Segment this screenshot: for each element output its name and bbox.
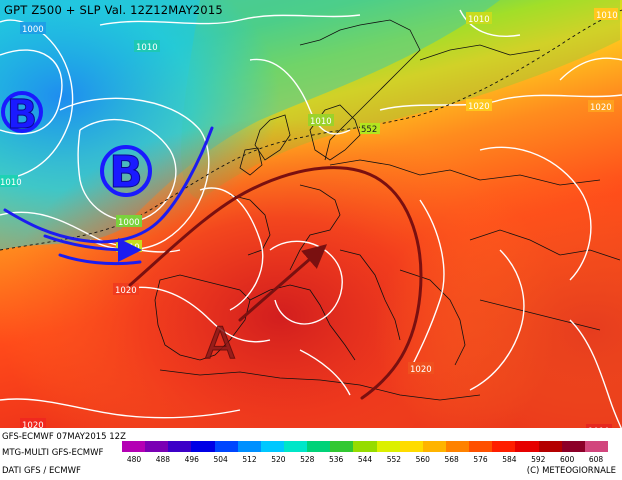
colorbar-swatch — [376, 441, 400, 452]
colorbar-swatch — [492, 441, 516, 452]
colorbar-tick-label: 568 — [444, 455, 459, 464]
low-pressure-left: B — [1, 91, 43, 139]
geopot-label: 552 — [361, 125, 377, 135]
low-symbol-b: B — [7, 92, 38, 138]
colorbar-swatch — [445, 441, 470, 452]
geopotential-552-line — [0, 9, 622, 251]
colorbar-tick-label: 576 — [473, 455, 488, 464]
low-pressure-center: B — [100, 145, 152, 199]
coastlines — [154, 19, 621, 401]
isobar-label: 1010 — [596, 11, 618, 21]
colorbar-swatch — [145, 441, 169, 452]
high-symbol-a: A — [205, 318, 235, 369]
colorbar-swatch — [561, 441, 585, 452]
colorbar-swatch — [307, 441, 331, 452]
colorbar-swatch — [260, 441, 284, 452]
isobar-label: 1020 — [22, 421, 44, 431]
run-info: GFS-ECMWF 07MAY2015 12Z — [2, 432, 126, 442]
colorbar-swatch — [168, 441, 192, 452]
low-symbol-b: B — [109, 147, 143, 198]
isobar-label: 1010 — [118, 243, 140, 253]
blue-flow-arrows — [3, 126, 214, 266]
colorbar-swatch — [469, 441, 493, 452]
colorbar-tick-label: 544 — [357, 455, 373, 464]
colorbar-tick-label: 552 — [386, 455, 402, 464]
colorbar-tick-label: 504 — [213, 455, 228, 464]
colorbar-swatch — [237, 441, 261, 452]
colorbar-tick-label: 488 — [155, 455, 171, 464]
data-source: DATI GFS / ECMWF — [2, 466, 81, 476]
colorbar-swatch — [330, 441, 354, 452]
model-info: MTG-MULTI GFS-ECMWF — [2, 448, 104, 458]
colorbar-tick-label: 584 — [502, 455, 517, 464]
east-warm — [0, 0, 622, 440]
colorbar-tick-label: 480 — [126, 455, 142, 464]
isobar-label: 1010 — [136, 43, 158, 53]
colorbar-swatch — [399, 441, 423, 452]
colorbar-tick-label: 496 — [184, 455, 199, 464]
colorbar-tick-label: 600 — [559, 455, 575, 464]
isobar-label: 1020 — [115, 286, 137, 296]
colorbar-tick-label: 520 — [271, 455, 286, 464]
map-title: GPT Z500 + SLP Val. 12Z12MAY2015 — [4, 3, 223, 17]
legend-area — [0, 428, 622, 480]
weather-map: 1000 1010 1010 1020 1020 1010 1000 1010 … — [0, 0, 622, 440]
colorbar-tick-label: 512 — [242, 455, 257, 464]
colorbar-swatch — [353, 441, 377, 452]
isobar-label: 1020 — [590, 103, 612, 113]
isobar-label: 1020 — [410, 365, 432, 375]
colorbar-ticks: 480 488 496 504 512 520 528 536 544 552 560 568 576 5… — [122, 455, 608, 465]
colorbar-swatch — [191, 441, 215, 452]
colorbar-tick-label: 528 — [300, 455, 315, 464]
red-flow-arrows — [128, 166, 423, 400]
colorbar-swatch — [584, 441, 608, 452]
colorbar-tick-label: 560 — [415, 455, 430, 464]
colorbar-tick-label: 536 — [328, 455, 344, 464]
isobar-label: 1010 — [310, 117, 332, 127]
isobar-label: 1010 — [468, 15, 490, 25]
isobar-label: 1000 — [22, 25, 44, 35]
colorbar-swatch — [283, 441, 308, 452]
colorbar-tick-label: 608 — [588, 455, 604, 464]
copyright: (C) METEOGIORNALE — [526, 466, 616, 476]
isobar-label: 1010 — [0, 178, 22, 188]
colorbar-swatch — [515, 441, 539, 452]
colorbar — [122, 441, 608, 452]
colorbar-swatch — [122, 441, 146, 452]
colorbar-swatch — [422, 441, 446, 452]
colorbar-swatch — [214, 441, 238, 452]
colorbar-swatch — [538, 441, 562, 452]
isobar-label: 1000 — [118, 218, 140, 228]
isobar-label: 1020 — [468, 102, 490, 112]
colorbar-tick-label: 592 — [531, 455, 546, 464]
